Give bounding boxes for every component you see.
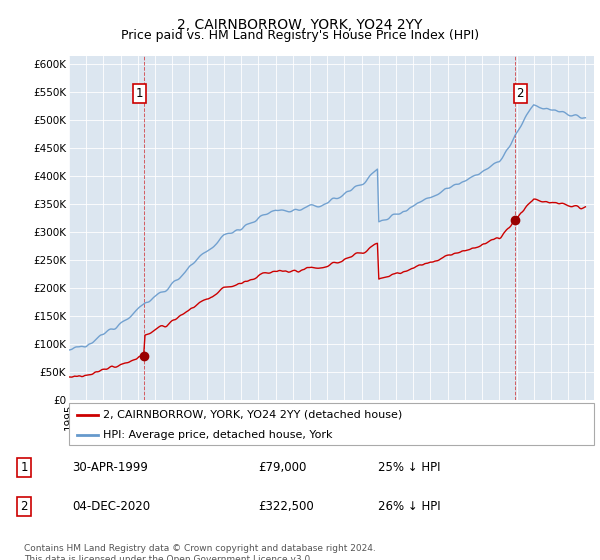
Text: 1: 1: [136, 87, 143, 100]
Text: 2, CAIRNBORROW, YORK, YO24 2YY: 2, CAIRNBORROW, YORK, YO24 2YY: [178, 18, 422, 32]
Text: 2: 2: [517, 87, 524, 100]
Text: Contains HM Land Registry data © Crown copyright and database right 2024.
This d: Contains HM Land Registry data © Crown c…: [24, 544, 376, 560]
Text: Price paid vs. HM Land Registry's House Price Index (HPI): Price paid vs. HM Land Registry's House …: [121, 29, 479, 42]
Text: HPI: Average price, detached house, York: HPI: Average price, detached house, York: [103, 430, 332, 440]
Text: 30-APR-1999: 30-APR-1999: [72, 461, 148, 474]
Text: 04-DEC-2020: 04-DEC-2020: [72, 500, 150, 514]
Text: 2: 2: [20, 500, 28, 514]
Text: 25% ↓ HPI: 25% ↓ HPI: [378, 461, 440, 474]
Text: £322,500: £322,500: [258, 500, 314, 514]
Text: 26% ↓ HPI: 26% ↓ HPI: [378, 500, 440, 514]
Text: 1: 1: [20, 461, 28, 474]
Text: 2, CAIRNBORROW, YORK, YO24 2YY (detached house): 2, CAIRNBORROW, YORK, YO24 2YY (detached…: [103, 410, 403, 420]
Text: £79,000: £79,000: [258, 461, 307, 474]
